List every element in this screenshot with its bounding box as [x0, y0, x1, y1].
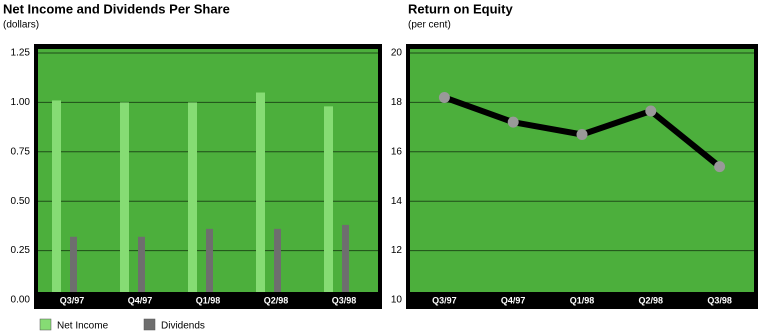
marker — [438, 91, 450, 103]
marker — [507, 116, 519, 128]
y-tick-label: 10 — [391, 295, 403, 306]
chart-subtitle: (per cent) — [408, 20, 451, 31]
bar — [324, 106, 333, 301]
category-band — [34, 292, 382, 309]
marker — [576, 129, 588, 141]
bar — [206, 228, 213, 300]
x-tick-label: Q3/97 — [432, 295, 457, 305]
y-tick-label: 16 — [391, 146, 403, 157]
x-tick-label: Q1/98 — [570, 295, 595, 305]
x-tick-label: Q3/97 — [60, 295, 85, 305]
bar — [52, 100, 61, 300]
x-tick-label: Q4/97 — [501, 295, 526, 305]
x-tick-label: Q4/97 — [128, 295, 153, 305]
bar — [138, 236, 145, 300]
x-tick-label: Q3/98 — [332, 295, 357, 305]
y-tick-label: 12 — [391, 245, 403, 256]
x-tick-label: Q1/98 — [196, 295, 221, 305]
category-band — [406, 292, 758, 309]
bar — [120, 102, 129, 301]
y-tick-label: 18 — [391, 97, 403, 108]
y-tick-label: 0.00 — [11, 295, 31, 306]
y-tick-label: 0.75 — [11, 146, 31, 157]
y-tick-label: 1.00 — [11, 97, 31, 108]
legend-swatch — [143, 318, 156, 331]
legend-label: Dividends — [161, 321, 205, 332]
bar — [342, 224, 349, 300]
bar — [274, 228, 281, 300]
y-tick-label: 0.50 — [11, 196, 31, 207]
x-tick-label: Q2/98 — [264, 295, 289, 305]
y-tick-label: 14 — [391, 196, 403, 207]
bar — [188, 102, 197, 301]
legend-swatch — [39, 318, 52, 331]
chart-subtitle: (dollars) — [3, 20, 39, 31]
y-tick-label: 0.25 — [11, 245, 31, 256]
plot-area — [410, 49, 754, 292]
x-tick-label: Q2/98 — [639, 295, 664, 305]
marker — [714, 161, 726, 173]
legend-label: Net Income — [57, 321, 109, 332]
y-tick-label: 1.25 — [11, 48, 31, 59]
y-tick-label: 20 — [391, 48, 403, 59]
x-tick-label: Q3/98 — [707, 295, 732, 305]
marker — [645, 105, 657, 117]
bar — [256, 92, 265, 301]
chart-title: Return on Equity — [408, 1, 513, 16]
chart-title: Net Income and Dividends Per Share — [3, 1, 230, 16]
bar — [70, 236, 77, 300]
